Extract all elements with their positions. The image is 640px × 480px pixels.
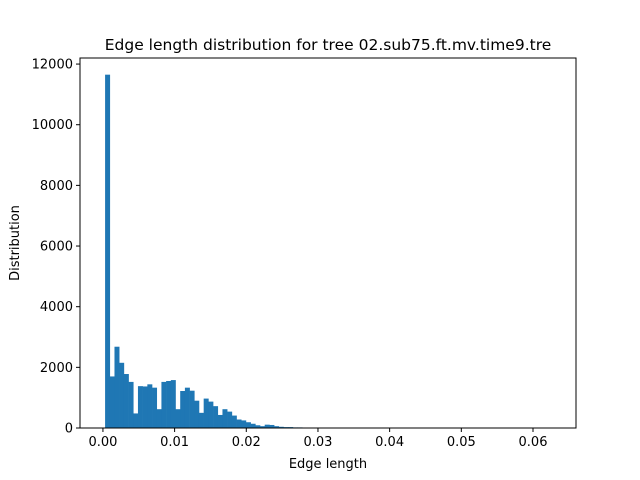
x-tick-label: 0.01: [160, 435, 189, 450]
histogram-bar: [133, 413, 139, 428]
histogram-bar: [250, 423, 256, 428]
y-tick-label: 4000: [40, 300, 73, 315]
histogram-bar: [123, 374, 129, 428]
histogram-bars: [105, 74, 341, 428]
histogram-bar: [137, 386, 143, 428]
x-tick-label: 0.02: [232, 435, 261, 450]
histogram-bar: [222, 409, 228, 428]
histogram-bar: [105, 74, 111, 428]
histogram-bar: [147, 384, 153, 428]
histogram-bar: [203, 398, 209, 428]
histogram-bar: [189, 390, 195, 428]
histogram-bar: [260, 426, 266, 428]
x-tick-label: 0.05: [447, 435, 476, 450]
histogram-bar: [128, 381, 134, 428]
histogram-bar: [278, 426, 284, 428]
x-tick-label: 0.06: [519, 435, 548, 450]
y-tick-label: 8000: [40, 179, 73, 194]
histogram-bar: [241, 420, 247, 428]
x-tick-label: 0.04: [375, 435, 404, 450]
y-tick-label: 12000: [32, 58, 73, 73]
chart-title: Edge length distribution for tree 02.sub…: [105, 36, 552, 54]
histogram-bar: [245, 422, 251, 428]
plot-frame: [79, 57, 577, 429]
histogram-bar: [114, 346, 120, 428]
histogram-bar: [213, 406, 219, 428]
x-tick-label: 0.03: [303, 435, 332, 450]
x-tick-label: 0.00: [88, 435, 117, 450]
y-tick-label: 6000: [40, 240, 73, 255]
histogram-bar: [142, 386, 148, 428]
y-tick-label: 0: [65, 422, 73, 437]
histogram-bar: [109, 376, 115, 428]
y-axis-label: Distribution: [8, 205, 23, 281]
histogram-bar: [119, 362, 125, 428]
histogram-bar: [274, 426, 280, 428]
histogram-bar: [184, 387, 190, 428]
x-axis-label: Edge length: [289, 457, 367, 472]
histogram-bar: [217, 414, 223, 428]
histogram-bar: [156, 409, 162, 428]
histogram-bar: [255, 425, 261, 428]
histogram-bar: [175, 409, 181, 428]
histogram-bar: [269, 424, 275, 428]
y-tick-label: 10000: [32, 118, 73, 133]
histogram-bar: [194, 400, 200, 428]
histogram-bar: [264, 424, 270, 428]
histogram-bar: [152, 387, 158, 428]
histogram-bar: [236, 419, 242, 428]
x-axis-ticks: 0.00 0.01 0.02 0.03 0.04 0.05 0.06: [88, 428, 547, 450]
histogram-bar: [227, 411, 233, 428]
histogram-bar: [208, 401, 214, 428]
y-axis-ticks: 0 2000 4000 6000 8000 10000 12000: [32, 58, 80, 437]
y-tick-label: 2000: [40, 361, 73, 376]
histogram-bar: [231, 415, 237, 428]
histogram-bar: [166, 380, 172, 428]
histogram-bar: [170, 380, 176, 428]
histogram-bar: [161, 381, 167, 428]
histogram-bar: [180, 391, 186, 428]
histogram-bar: [198, 412, 204, 428]
